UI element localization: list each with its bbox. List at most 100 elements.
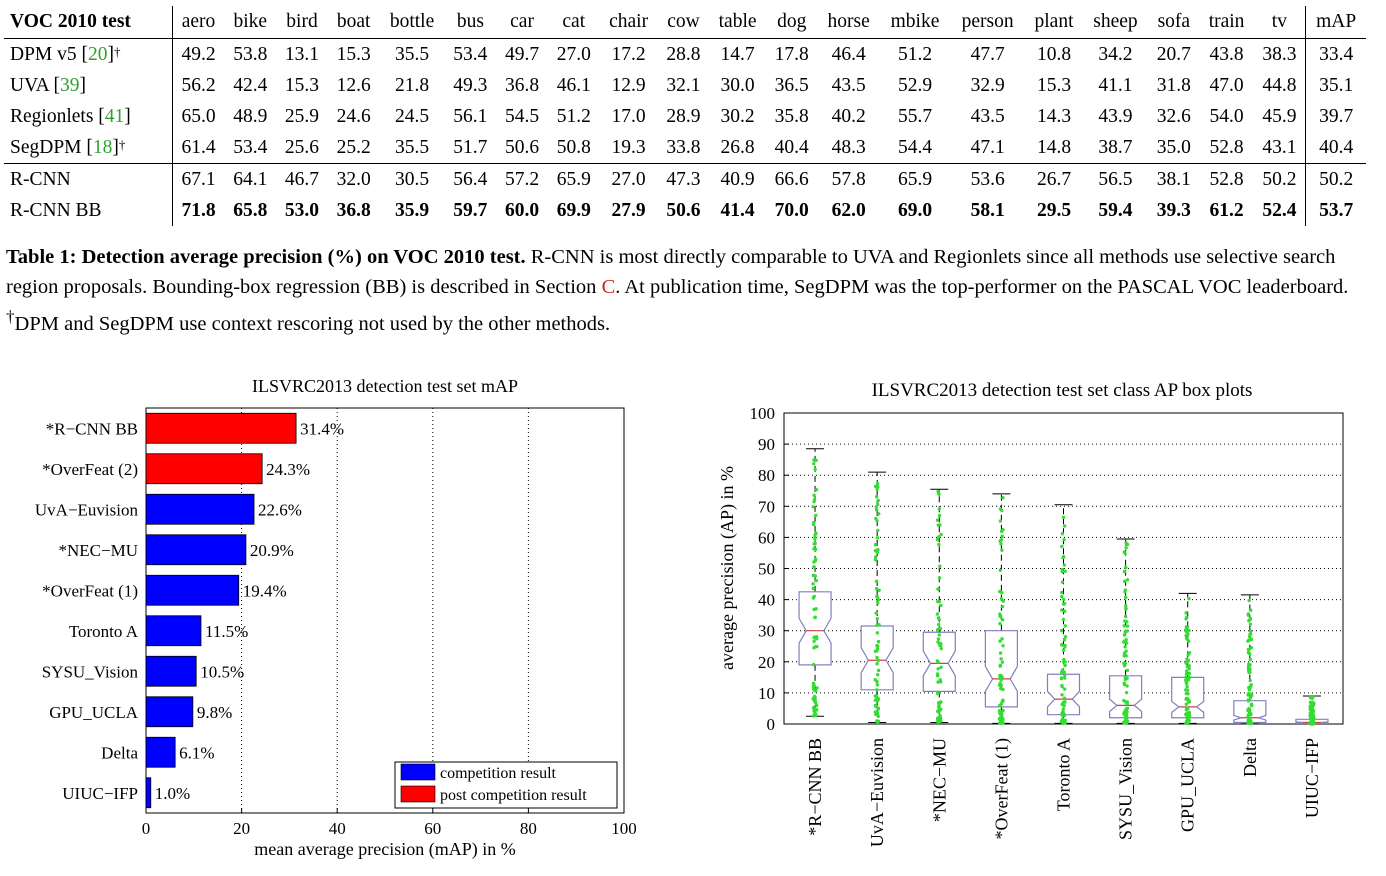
box-category-label: SYSU_Vision	[1116, 738, 1136, 840]
class-ap-point	[811, 662, 816, 667]
table-cell: 59.4	[1098, 199, 1133, 221]
class-ap-point	[937, 599, 941, 604]
table-row: DPM v5 [20]† 49.2 53.8 13.1 15.3 35.5 53.4 49.7…	[4, 38, 1366, 70]
table-cell: 47.7	[970, 43, 1005, 65]
box-category-label: Toronto A	[1054, 738, 1074, 811]
table-cell: 43.1	[1262, 136, 1297, 158]
class-ap-point	[812, 560, 816, 564]
class-ap-point	[875, 595, 880, 599]
method-name: SegDPM	[10, 136, 82, 158]
table-cell: 19.3	[611, 136, 646, 158]
class-ap-point	[1062, 602, 1067, 606]
table-cell: 57.2	[496, 163, 548, 195]
table-cell: 41.1	[1098, 74, 1133, 96]
bar	[145, 534, 247, 566]
citation-link[interactable]: 20	[88, 43, 108, 65]
class-ap-point	[811, 714, 816, 718]
box-y-tick-label: 0	[767, 715, 776, 734]
bar-chart-xlabel: mean average precision (mAP) in %	[254, 839, 515, 860]
class-ap-point	[999, 657, 1003, 661]
caption-section-ref[interactable]: C	[601, 276, 616, 298]
class-ap-point	[937, 633, 941, 637]
box-y-tick-label: 30	[758, 622, 775, 641]
box-plot	[1171, 592, 1205, 725]
bar-category-label: SYSU_Vision	[42, 662, 139, 681]
table-header-bird: bird	[276, 6, 328, 39]
table-header-car: car	[496, 6, 548, 39]
class-ap-point	[873, 558, 878, 562]
class-ap-point	[1060, 643, 1064, 647]
table-header-map: mAP	[1305, 6, 1366, 39]
table-cell: 27.0	[599, 163, 658, 195]
bar-x-tick-label: 20	[233, 819, 250, 838]
bar-value-label: 1.0%	[155, 784, 190, 803]
box-y-tick-label: 20	[758, 653, 775, 672]
citation-link[interactable]: 41	[104, 105, 125, 127]
box-category-label: GPU_UCLA	[1178, 738, 1198, 832]
class-ap-point	[937, 535, 941, 539]
table-cell: 47.0	[1209, 74, 1244, 96]
table-header-cat: cat	[547, 6, 600, 39]
table-cell: 53.4	[453, 43, 488, 65]
class-ap-point	[937, 641, 941, 646]
table-row: SegDPM [18]† 61.4 53.4 25.6 25.2 35.5 51.7 50.6…	[4, 132, 1366, 164]
class-ap-point	[938, 714, 942, 718]
table-cell: 69.0	[897, 199, 933, 221]
class-ap-point	[875, 720, 880, 725]
bar-category-label: *OverFeat (1)	[42, 581, 138, 600]
bar	[145, 412, 297, 444]
box-y-tick-label: 10	[758, 684, 775, 703]
table-cell: 33.8	[666, 136, 701, 158]
class-ap-point	[1187, 664, 1191, 668]
class-ap-point	[1063, 700, 1067, 704]
method-name: R-CNN BB	[10, 199, 102, 221]
bar	[145, 736, 176, 768]
class-ap-point	[812, 461, 816, 466]
class-ap-point	[1248, 652, 1252, 656]
class-ap-point	[1060, 720, 1065, 724]
class-ap-point	[814, 579, 819, 583]
bar-category-label: *NEC−MU	[59, 541, 138, 560]
table-header-bike: bike	[224, 6, 277, 39]
class-ap-point	[999, 596, 1004, 601]
box-plot	[1109, 538, 1143, 725]
class-ap-point	[1123, 715, 1127, 720]
class-ap-point	[936, 667, 940, 671]
method-name: R-CNN	[10, 168, 71, 190]
table-cell: 43.5	[970, 105, 1005, 127]
class-ap-point	[1185, 685, 1189, 689]
citation-link[interactable]: 18	[92, 136, 113, 158]
class-ap-point	[998, 621, 1002, 626]
table-cell: 51.2	[897, 43, 933, 65]
class-ap-point	[938, 700, 942, 704]
class-ap-point	[811, 687, 816, 691]
class-ap-point	[1124, 604, 1128, 608]
class-ap-point	[1063, 676, 1067, 680]
citation-link[interactable]: 39	[60, 74, 80, 96]
table-cell: 28.8	[666, 43, 701, 65]
table-cell: 30.0	[720, 74, 755, 96]
table-cell: 48.3	[831, 136, 866, 158]
table-cell: 39.7	[1305, 101, 1366, 132]
class-ap-point	[998, 639, 1002, 643]
class-ap-point	[1000, 534, 1004, 539]
method-name-cell: UVA [39]	[4, 70, 173, 101]
table-cell: 47.1	[970, 136, 1005, 158]
class-ap-point	[1059, 628, 1064, 633]
class-ap-point	[1123, 645, 1127, 649]
legend-label: competition result	[440, 765, 557, 782]
table-cell: 36.8	[505, 74, 540, 96]
table-cell: 32.0	[327, 163, 380, 195]
class-ap-point	[998, 539, 1002, 543]
table-cell: 54.5	[505, 105, 540, 127]
table-header-train: train	[1199, 6, 1254, 39]
table-cell: 49.3	[453, 74, 488, 96]
class-ap-point	[1248, 718, 1252, 723]
table-cell: 65.0	[181, 105, 216, 127]
class-ap-point	[938, 626, 943, 631]
class-ap-point	[1248, 629, 1253, 633]
class-ap-point	[998, 568, 1003, 572]
class-ap-point	[936, 523, 940, 527]
class-ap-point	[875, 481, 880, 486]
class-ap-point	[1060, 580, 1065, 584]
